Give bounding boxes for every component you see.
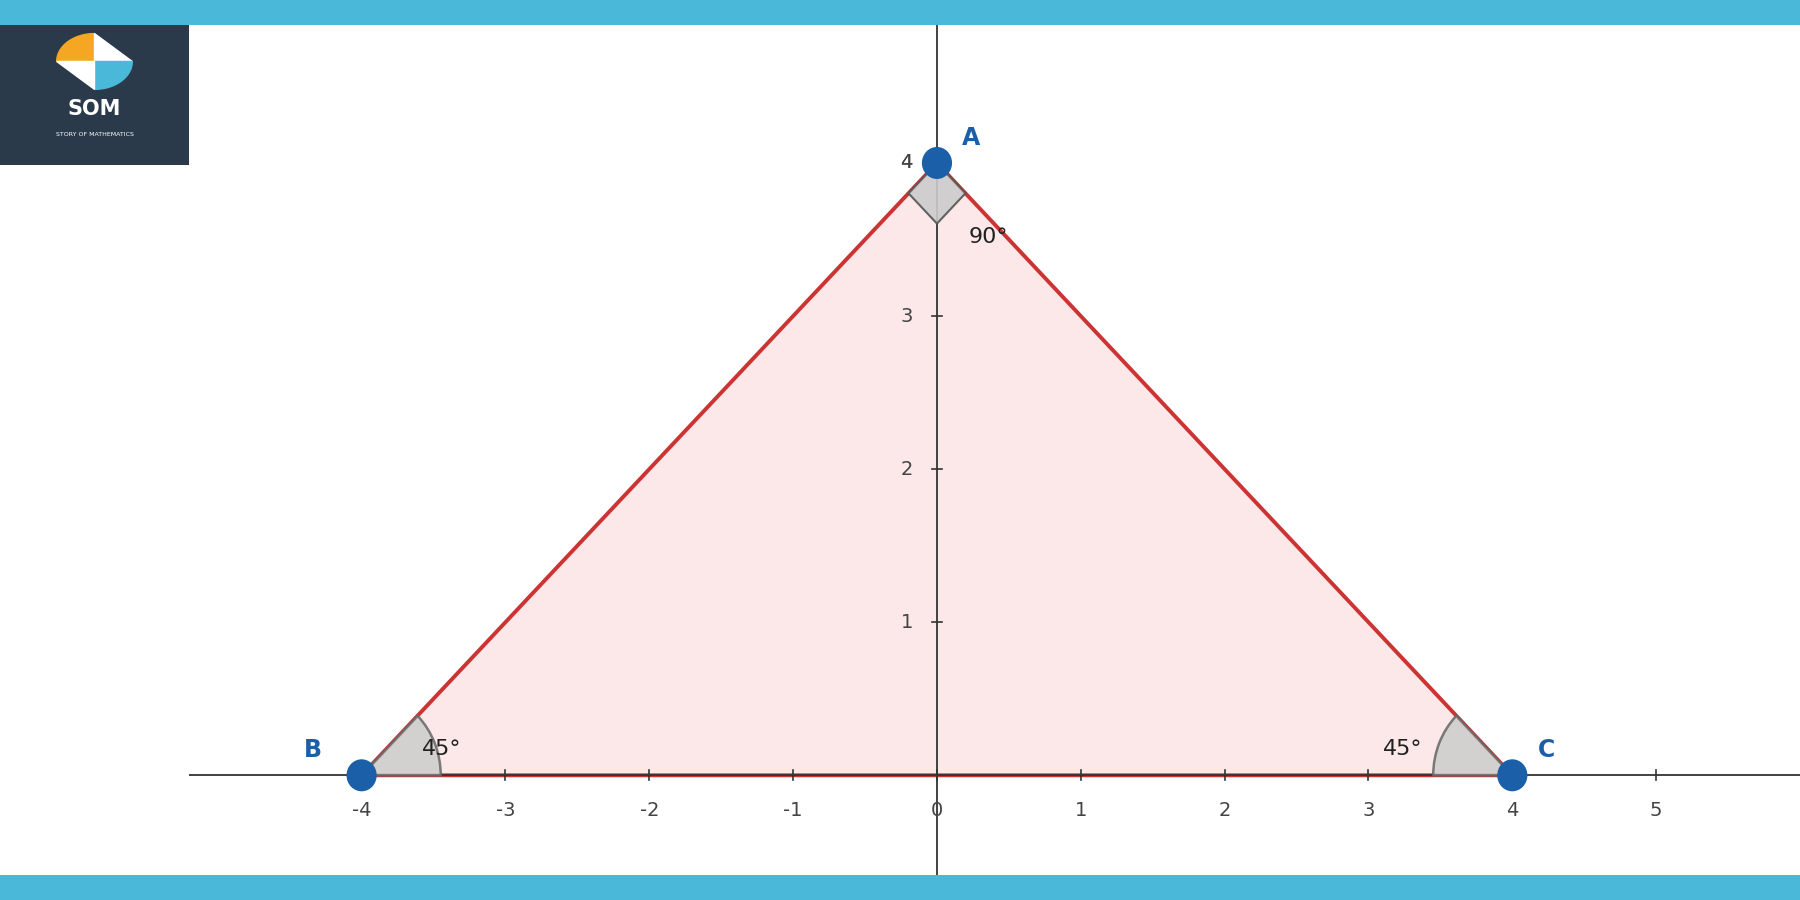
- Text: 45°: 45°: [421, 740, 461, 760]
- Text: B: B: [304, 738, 322, 762]
- Text: -3: -3: [495, 801, 515, 820]
- Polygon shape: [909, 163, 965, 223]
- Text: -2: -2: [639, 801, 659, 820]
- Text: 0: 0: [931, 801, 943, 820]
- Wedge shape: [1433, 716, 1512, 775]
- Polygon shape: [58, 33, 94, 61]
- Circle shape: [347, 760, 376, 790]
- Text: 1: 1: [1075, 801, 1087, 820]
- Text: SOM: SOM: [68, 99, 121, 119]
- Polygon shape: [94, 33, 133, 61]
- Text: A: A: [961, 126, 979, 149]
- Text: C: C: [1539, 738, 1555, 762]
- Text: -4: -4: [351, 801, 371, 820]
- Text: 5: 5: [1651, 801, 1663, 820]
- Text: 3: 3: [1363, 801, 1375, 820]
- Polygon shape: [94, 61, 133, 89]
- Text: 2: 2: [1219, 801, 1231, 820]
- Text: 4: 4: [900, 154, 913, 173]
- Text: -1: -1: [783, 801, 803, 820]
- Text: STORY OF MATHEMATICS: STORY OF MATHEMATICS: [56, 131, 133, 137]
- Wedge shape: [362, 716, 441, 775]
- Circle shape: [1498, 760, 1526, 790]
- Circle shape: [923, 148, 952, 178]
- Text: 90°: 90°: [968, 227, 1008, 247]
- Text: 45°: 45°: [1382, 740, 1422, 760]
- Text: 1: 1: [900, 613, 913, 632]
- Text: 4: 4: [1507, 801, 1519, 820]
- Text: 3: 3: [900, 307, 913, 326]
- Polygon shape: [58, 61, 94, 89]
- Text: 2: 2: [900, 460, 913, 479]
- Polygon shape: [362, 163, 1512, 775]
- Text: 4: 4: [900, 154, 913, 173]
